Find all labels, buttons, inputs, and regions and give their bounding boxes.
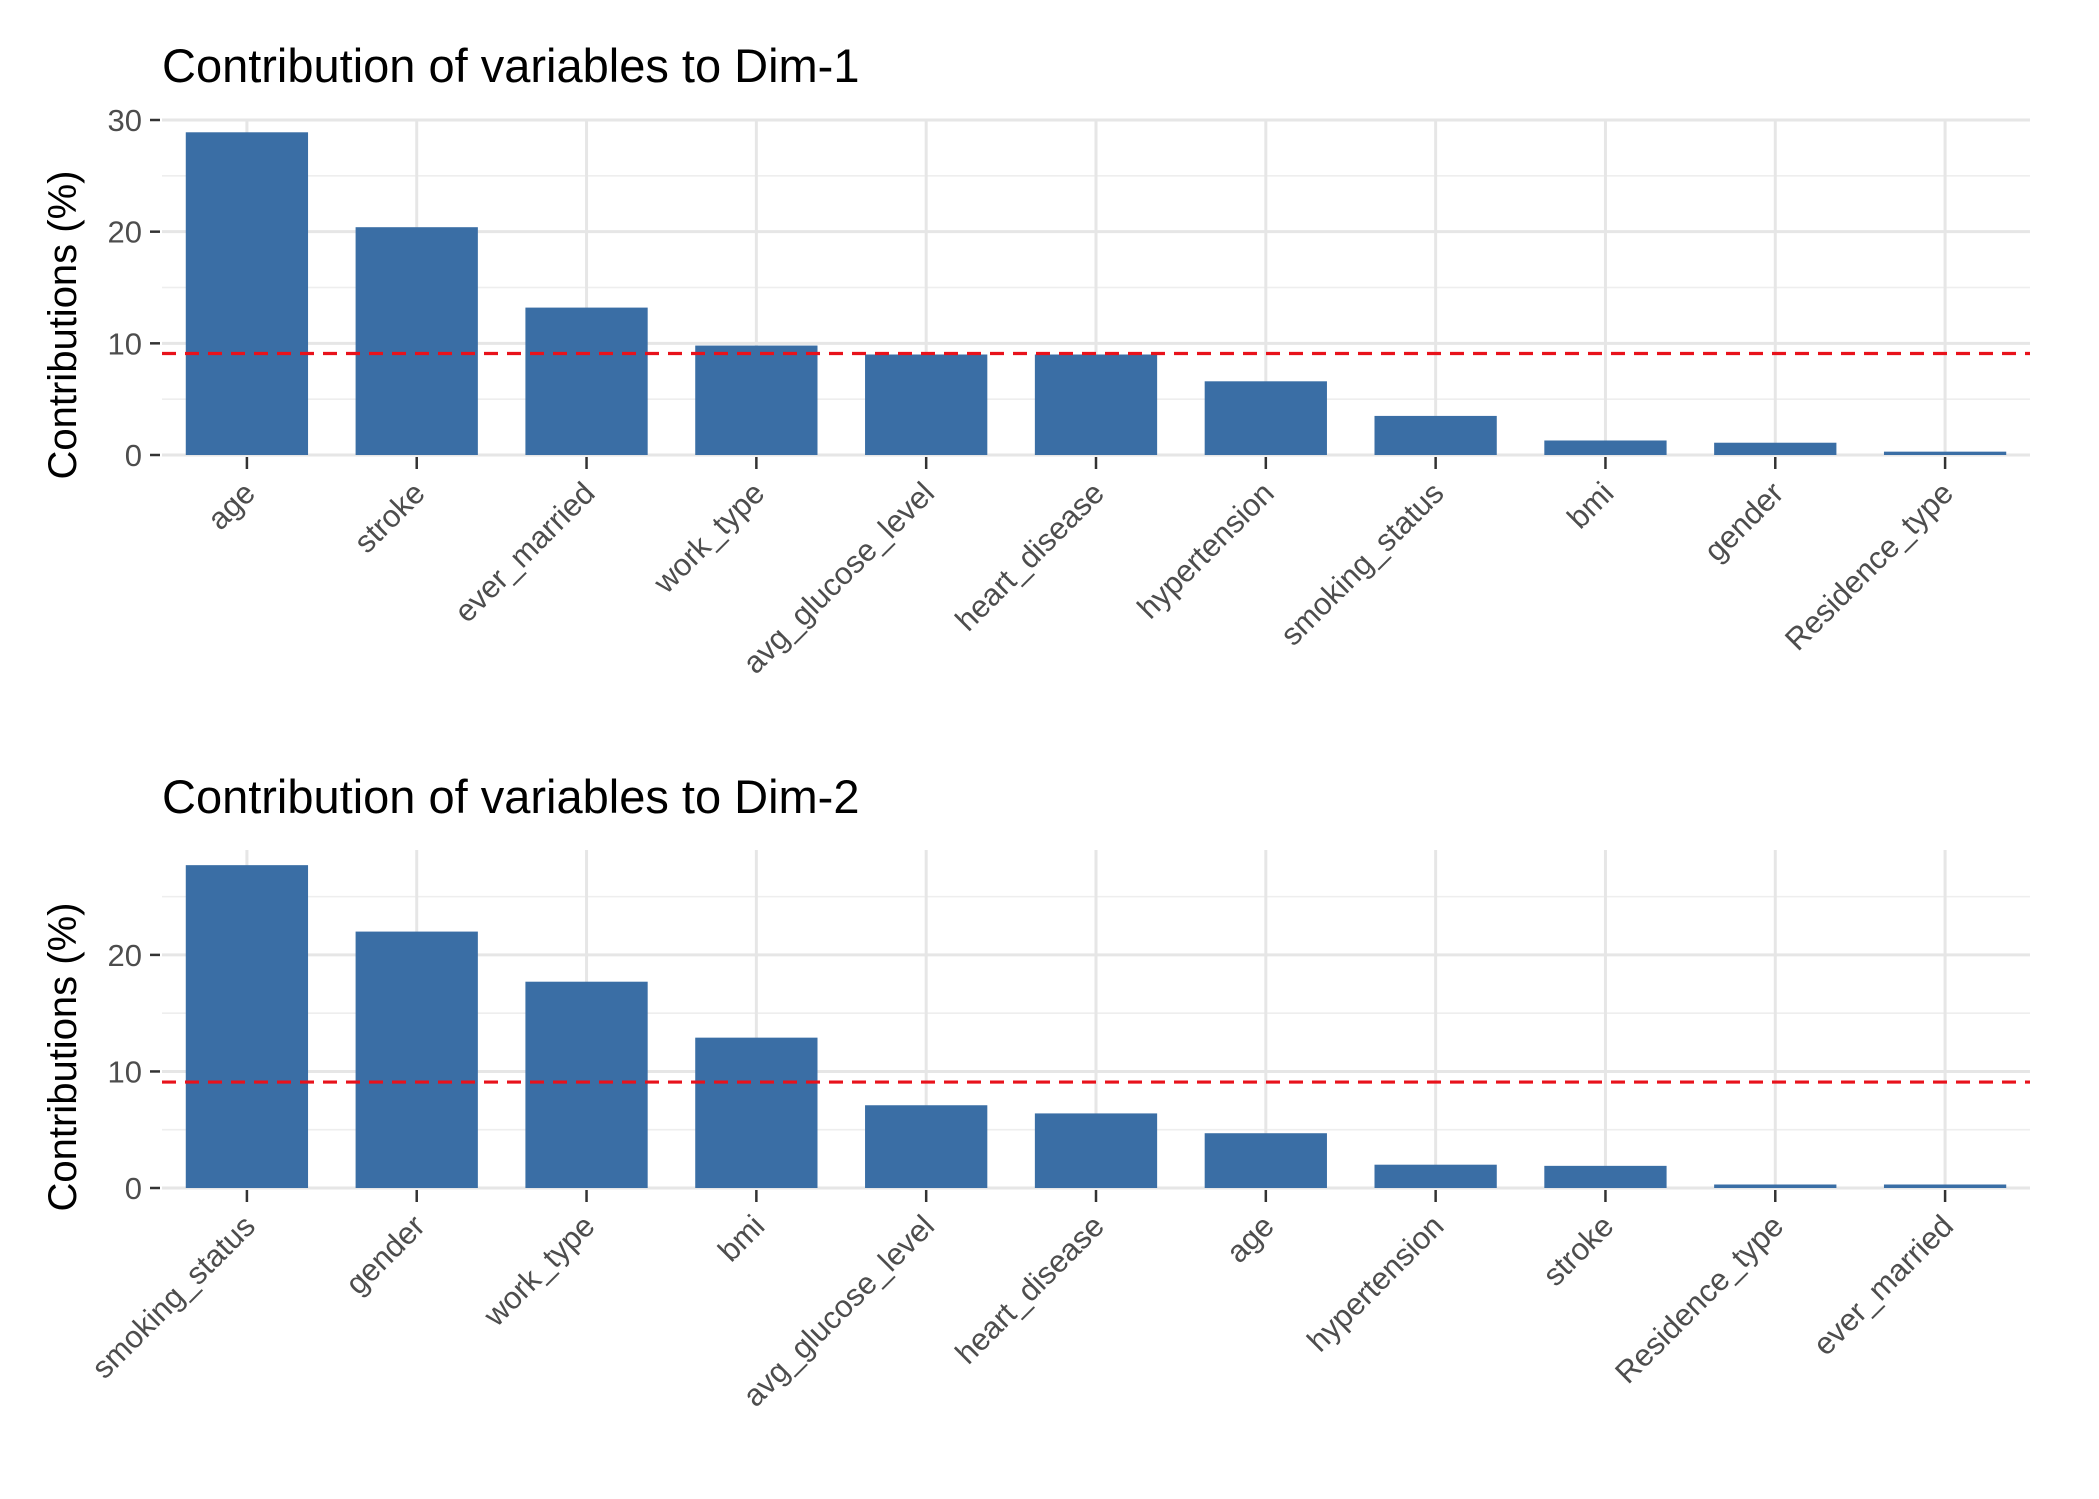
bar-gender: [1714, 442, 1837, 455]
bar-residence-type: [1714, 1184, 1837, 1188]
bar-gender: [355, 931, 478, 1188]
bar-bmi: [1544, 440, 1667, 455]
y-tick-label: 10: [108, 326, 142, 361]
bar-hypertension: [1374, 1164, 1497, 1188]
bar-residence-type: [1883, 451, 2007, 455]
y-tick-label: 20: [108, 938, 142, 973]
bar-heart-disease: [1034, 1113, 1158, 1188]
y-axis-label: Contributions (%): [41, 902, 85, 1211]
bar-ever-married: [525, 307, 648, 455]
y-tick-label: 10: [108, 1054, 142, 1089]
bar-ever-married: [1883, 1184, 2007, 1188]
bar-avg-glucose-level: [865, 354, 988, 455]
bar-bmi: [695, 1037, 818, 1188]
bar-age: [185, 132, 309, 456]
bar-stroke: [355, 227, 478, 455]
bar-age: [1204, 1133, 1327, 1188]
y-tick-label: 0: [125, 438, 142, 473]
chart-title: Contribution of variables to Dim-2: [162, 770, 859, 823]
y-tick-label: 30: [108, 103, 142, 138]
y-tick-label: 0: [125, 1171, 142, 1206]
bar-avg-glucose-level: [865, 1105, 988, 1188]
bar-work-type: [525, 981, 648, 1188]
bar-heart-disease: [1034, 354, 1158, 455]
bar-stroke: [1544, 1165, 1667, 1188]
chart-title: Contribution of variables to Dim-1: [162, 39, 859, 92]
bar-work-type: [695, 345, 818, 455]
bar-hypertension: [1204, 381, 1327, 455]
bar-smoking-status: [185, 865, 309, 1188]
y-axis-label: Contributions (%): [41, 170, 85, 479]
bar-smoking-status: [1374, 415, 1497, 455]
y-tick-label: 20: [108, 215, 142, 250]
